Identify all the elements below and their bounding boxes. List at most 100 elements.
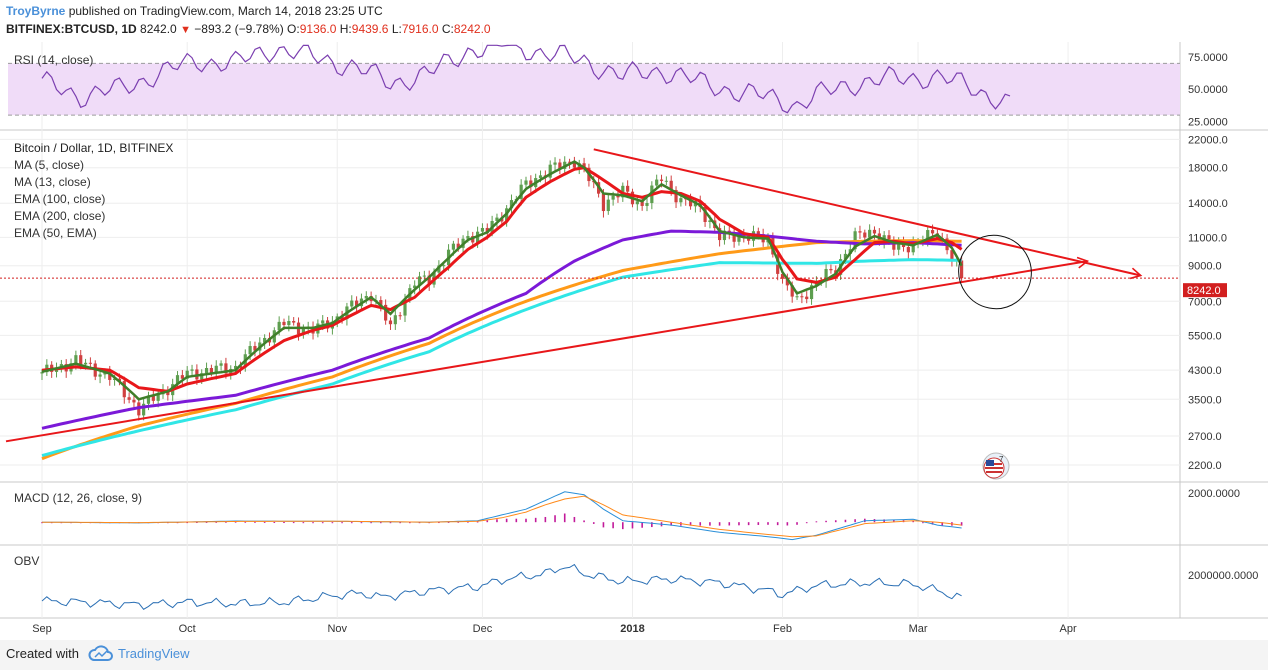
candle-body [393, 315, 397, 325]
candle-body [926, 230, 930, 242]
candle-body [282, 321, 286, 326]
grid-lines [0, 42, 1180, 618]
candle-body [640, 201, 644, 206]
macd-histogram-bar [350, 522, 353, 524]
rsi-line [41, 44, 1011, 114]
macd-histogram-bar [583, 520, 585, 523]
candle-body [398, 315, 402, 317]
macd-histogram-bar [592, 522, 595, 524]
macd-histogram-bar [283, 522, 285, 524]
time-tick-label: Dec [473, 623, 493, 635]
macd-histogram-bar [312, 522, 314, 524]
candle-body [732, 233, 736, 242]
legend-ma13: MA (13, close) [14, 175, 91, 189]
candles [40, 156, 964, 421]
candle-body [829, 268, 833, 271]
upper-trendline-arrowhead [1129, 267, 1143, 280]
macd-line [42, 491, 962, 541]
candle-body [204, 367, 209, 374]
candle-body [688, 199, 693, 207]
macd-histogram-bar [467, 521, 469, 523]
candle-body [892, 241, 896, 250]
tradingview-link[interactable]: TradingView [118, 646, 190, 661]
macd-histogram-bar [225, 521, 227, 523]
macd-histogram-bar [302, 522, 305, 524]
macd-histogram-bar [534, 517, 537, 523]
rsi-panel: RSI (14, close) 75.0000 50.0000 25.0000 [8, 44, 1228, 129]
candle-body [113, 378, 117, 380]
macd-histogram-bar [854, 519, 856, 523]
macd-histogram-bar [960, 522, 963, 526]
macd-histogram [41, 513, 963, 530]
candle-body [480, 227, 485, 232]
macd-histogram-bar [273, 521, 276, 523]
macd-histogram-bar [234, 521, 237, 523]
time-tick-label: Apr [1060, 623, 1077, 635]
candle-body [655, 179, 659, 186]
tradingview-cloud-icon[interactable] [88, 644, 114, 664]
obv-line [41, 563, 962, 610]
candle-body [553, 162, 557, 165]
candle-body [451, 243, 455, 250]
ma-13-line [41, 166, 963, 393]
down-arrow-icon: ▼ [180, 24, 191, 36]
candle-body [142, 403, 146, 416]
ema-200-line [41, 229, 962, 430]
macd-histogram-bar [718, 522, 721, 526]
macd-histogram-bar [709, 522, 711, 526]
candle-body [127, 397, 131, 400]
author-link[interactable]: TroyByrne [6, 4, 66, 18]
candle-body [529, 180, 533, 188]
obv-panel: OBV 2000000.0000 [14, 554, 1258, 610]
macd-histogram-bar [641, 522, 643, 528]
macd-histogram-bar [573, 516, 576, 523]
candle-body [146, 395, 151, 404]
candle-body [301, 328, 305, 335]
candle-body [906, 247, 910, 253]
flag-icon[interactable]: 7 [982, 452, 1010, 480]
candle-body [442, 265, 446, 267]
time-axis: Sep Oct Nov Dec 2018 Feb Mar Apr [32, 623, 1077, 635]
time-tick-label: Mar [909, 623, 928, 635]
price-series-title: Bitcoin / Dollar, 1D, BITFINEX [14, 141, 173, 155]
macd-histogram-bar [728, 522, 731, 526]
candle-body [669, 180, 673, 190]
rsi-tick-label: 25.0000 [1188, 117, 1228, 129]
candle-body [224, 363, 228, 374]
last-price: 8242.0 [140, 22, 177, 36]
candle-body [582, 163, 586, 168]
macd-histogram-bar [815, 521, 818, 523]
low-label: L: [391, 22, 402, 36]
time-tick-label: Sep [32, 623, 52, 635]
high-label: H: [339, 22, 352, 36]
rsi-label: RSI (14, close) [14, 53, 93, 67]
candle-body [858, 231, 862, 233]
candle-body [824, 268, 828, 282]
candle-body [572, 162, 576, 168]
macd-histogram-bar [699, 522, 702, 526]
candle-body [180, 375, 184, 379]
time-tick-label: Feb [773, 623, 792, 635]
candle-body [538, 175, 543, 179]
candle-body [809, 285, 814, 300]
macd-histogram-bar [244, 521, 247, 523]
macd-histogram-bar [341, 522, 343, 524]
macd-histogram-bar [631, 522, 634, 529]
macd-histogram-bar [689, 522, 692, 526]
candle-body [708, 220, 712, 222]
legend-ema50: EMA (50, EMA) [14, 226, 97, 240]
publish-line: TroyByrne published on TradingView.com, … [6, 4, 383, 18]
macd-histogram-bar [321, 522, 324, 524]
macd-histogram-bar [370, 522, 372, 524]
candle-body [466, 236, 470, 239]
last-price-tag-text: 8242.0 [1187, 285, 1221, 297]
chart-canvas[interactable]: RSI (14, close) 75.0000 50.0000 25.0000 22… [0, 42, 1268, 640]
candle-body [722, 230, 727, 241]
candle-body [417, 276, 422, 286]
open-value: 9136.0 [299, 22, 337, 36]
macd-histogram-bar [796, 522, 798, 525]
candle-body [843, 253, 848, 260]
macd-histogram-bar [612, 522, 614, 529]
candle-body [795, 296, 799, 298]
candle-body [664, 180, 668, 182]
